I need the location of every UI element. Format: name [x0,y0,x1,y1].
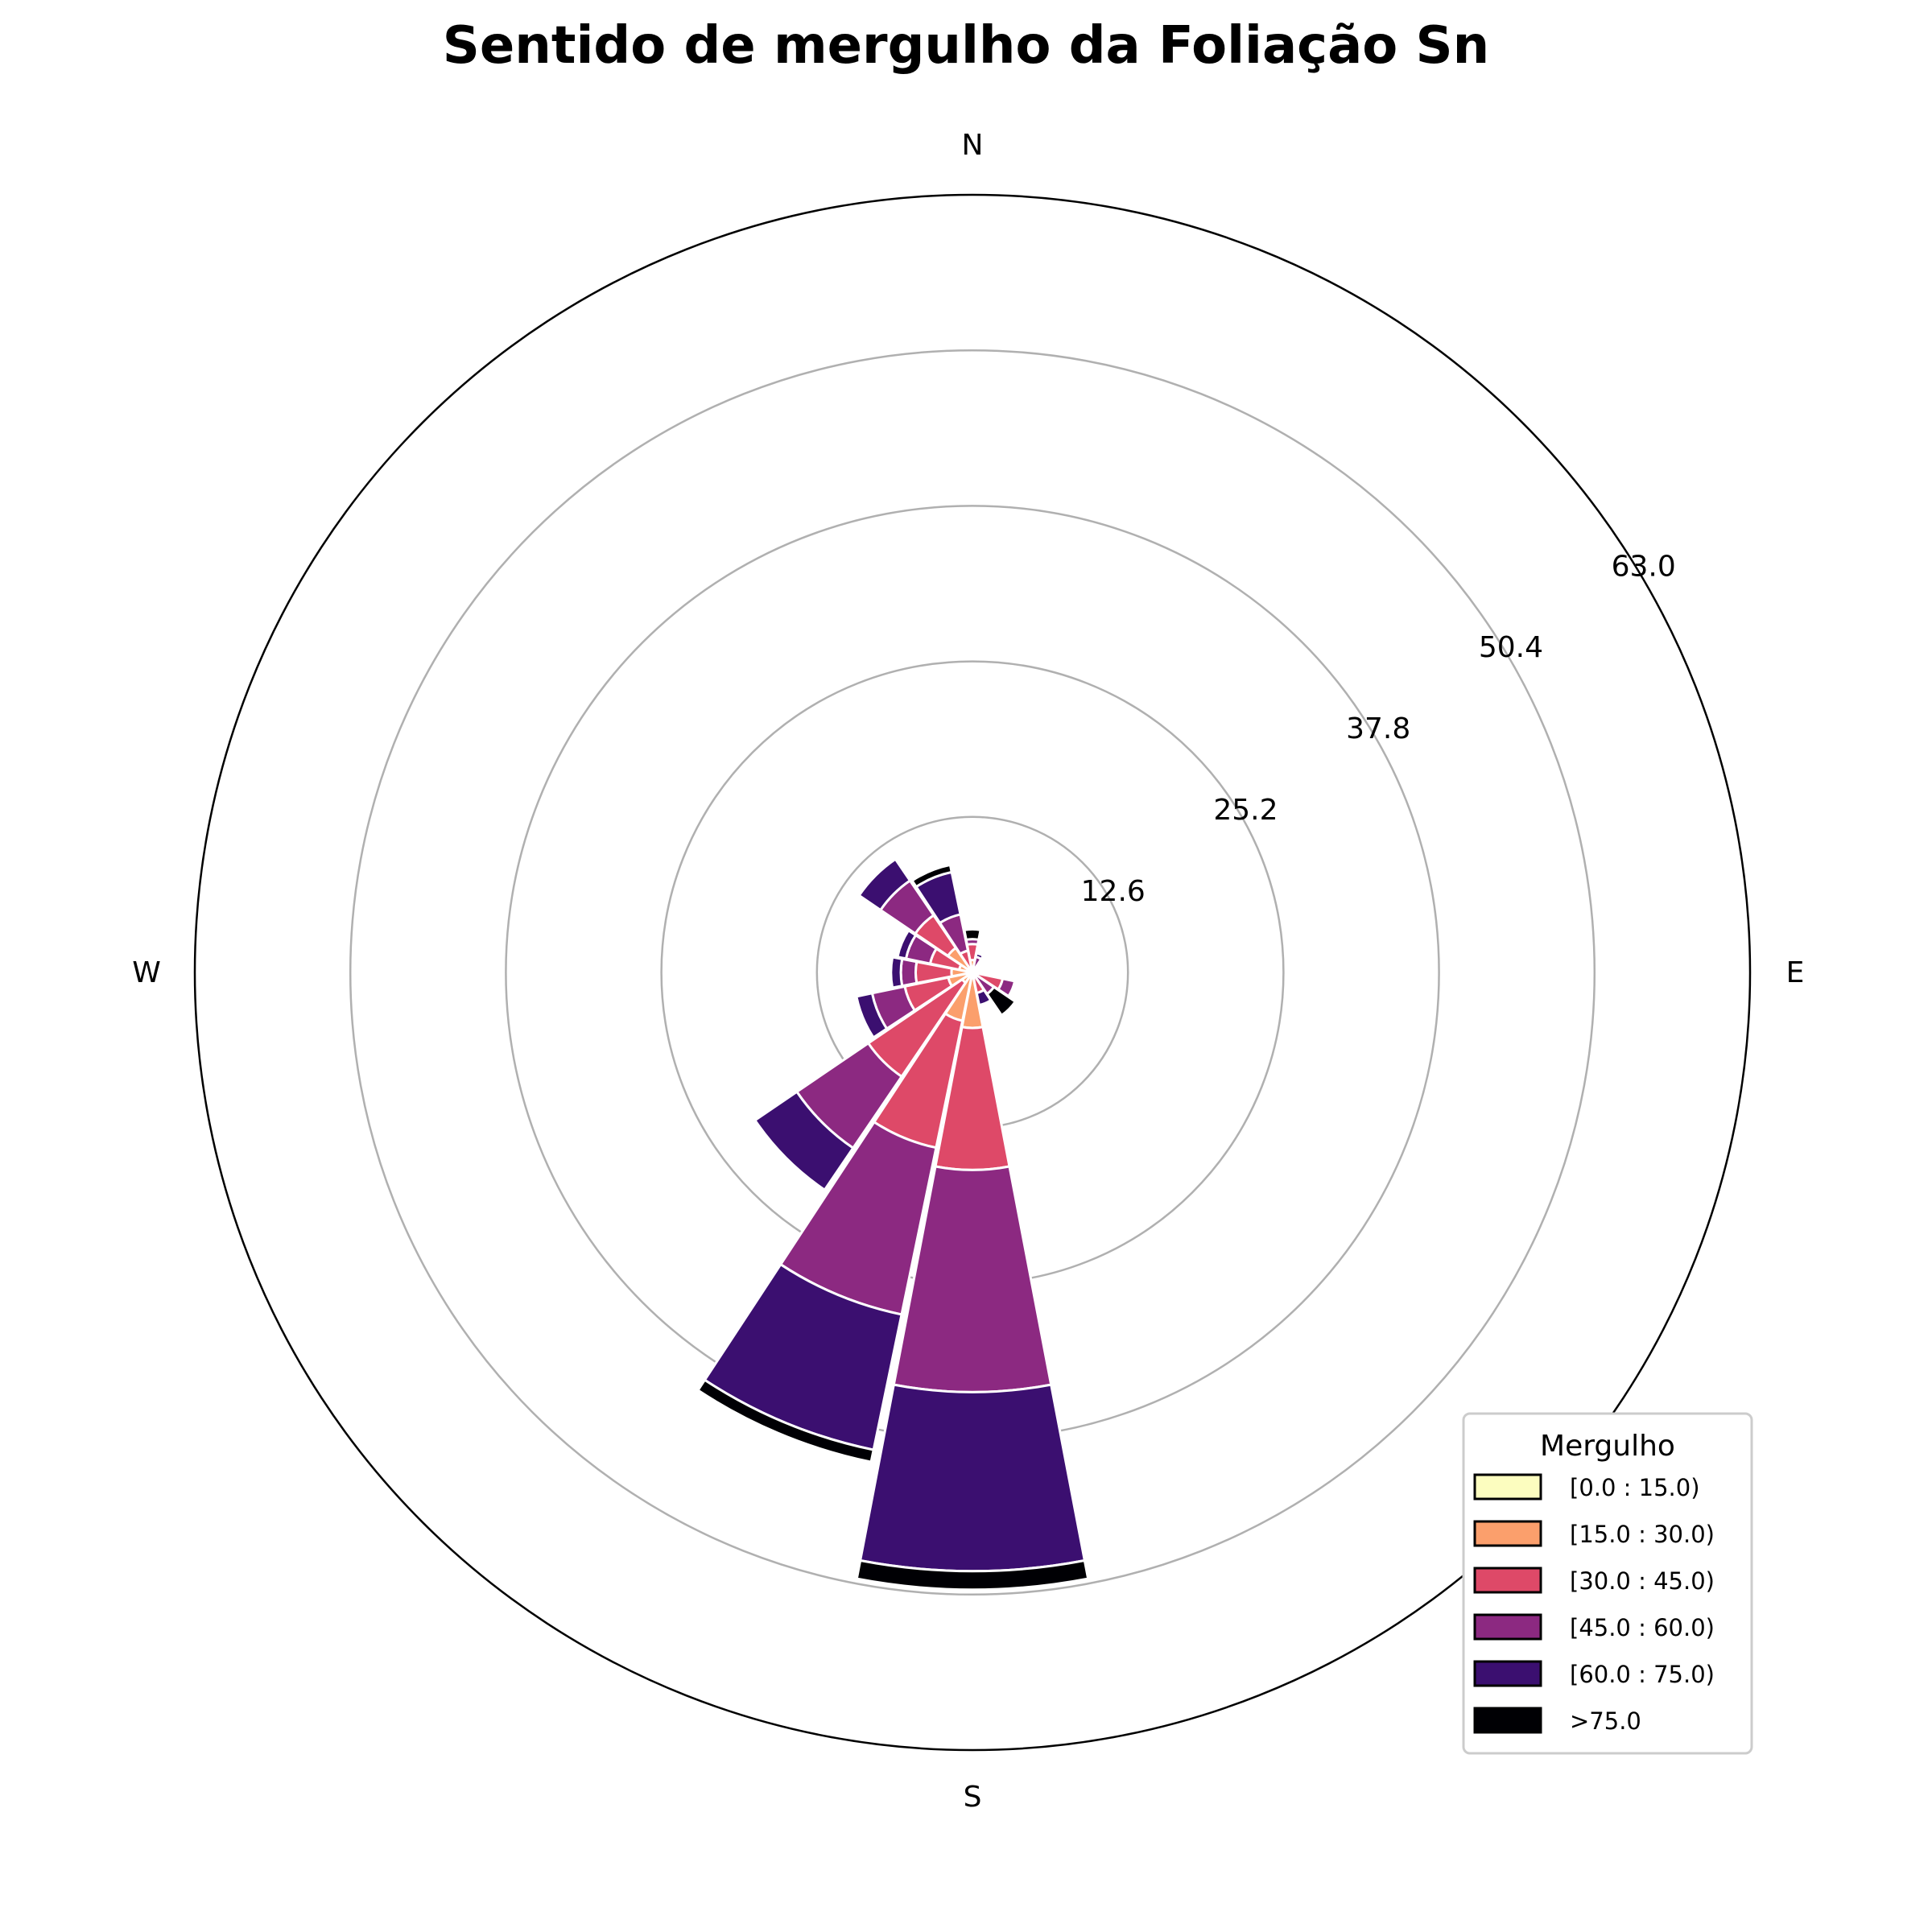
legend-label: [30.0 : 45.0) [1570,1567,1715,1595]
legend-label: [0.0 : 15.0) [1570,1474,1700,1501]
legend: Mergulho [0.0 : 15.0) [15.0 : 30.0) [30.0 … [1462,1412,1753,1755]
direction-label-n: N [962,129,984,162]
direction-label-w: W [132,956,161,989]
legend-label: [15.0 : 30.0) [1570,1521,1715,1548]
rose-segment [985,985,1018,1018]
rose-segment [890,956,904,989]
r-tick-label: 12.6 [1081,875,1146,908]
rose-segment [857,857,912,912]
rose-segment [855,1558,1090,1591]
legend-swatch [1473,1613,1542,1641]
r-tick-label: 63.0 [1612,550,1676,583]
legend-title: Mergulho [1540,1430,1675,1463]
r-tick-label: 37.8 [1346,712,1410,745]
grid-circle [349,349,1596,1596]
chart-title: Sentido de mergulho da Foliação Sn [443,16,1489,76]
radial-tick-labels: 12.6 25.2 37.8 50.4 63.0 [1081,550,1676,908]
bars [696,857,1090,1591]
r-tick-label: 50.4 [1479,631,1543,664]
legend-swatch [1473,1520,1542,1547]
legend-swatch [1473,1473,1542,1501]
rose-segment [696,1378,875,1463]
rose-segment [963,927,982,942]
direction-label-s: S [964,1781,982,1814]
direction-label-e: E [1786,956,1805,989]
legend-label: [45.0 : 60.0) [1570,1614,1715,1641]
rose-segment [910,863,953,889]
rose-segment [855,992,889,1039]
rose-segment [858,1383,1087,1573]
legend-swatch [1473,1660,1542,1687]
rose-segment [753,1090,855,1192]
legend-label: [60.0 : 75.0) [1570,1661,1715,1688]
legend-swatch [1473,1707,1542,1734]
rose-segment [974,952,985,961]
r-tick-label: 25.2 [1213,794,1278,827]
rose-segment [899,957,919,988]
legend-label: >75.0 [1570,1707,1641,1735]
polar-frame [193,193,1752,1752]
legend-swatch [1473,1567,1542,1594]
